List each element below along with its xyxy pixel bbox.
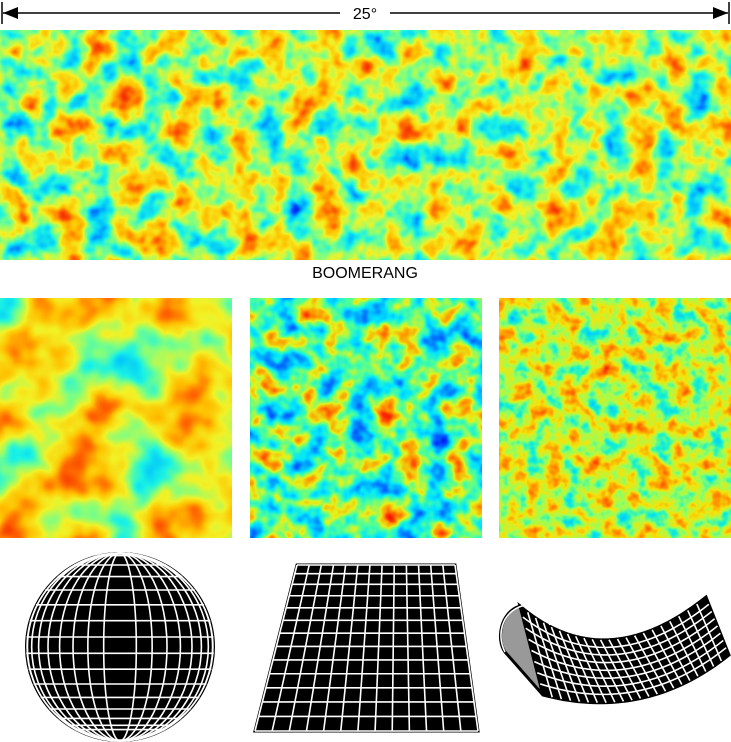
- cmb-map: [0, 298, 232, 538]
- plane-grid: [288, 564, 323, 732]
- saddle-grid: [542, 622, 572, 701]
- sphere-rim: [26, 553, 214, 741]
- saddle-grid: [687, 610, 715, 667]
- plane-grid: [254, 564, 298, 732]
- plane-grid: [454, 564, 479, 732]
- plane-grid: [357, 564, 371, 732]
- plane-grid: [322, 564, 347, 732]
- saddle-grid: [625, 637, 658, 695]
- plane-grid: [374, 564, 383, 732]
- plane-grid: [417, 564, 428, 732]
- flat-plane: [253, 563, 480, 733]
- plane-grid: [271, 564, 310, 732]
- saddle-grid: [558, 630, 590, 703]
- saddle-grid: [608, 639, 642, 699]
- cmb-map: [0, 30, 731, 260]
- map-label: BOOMERANG: [312, 265, 418, 282]
- sphere-grid: [102, 552, 138, 742]
- cmb-map: [250, 298, 482, 538]
- saddle-grid: [696, 603, 723, 662]
- saddle-grid: [669, 621, 699, 677]
- saddle-rim: [500, 605, 551, 653]
- saddle-grid: [633, 635, 667, 692]
- plane-grid: [442, 564, 462, 732]
- scale-label: 25°: [353, 6, 377, 23]
- saddle-grid: [660, 625, 691, 681]
- saddle-grid: [651, 629, 683, 685]
- plane-grid: [305, 564, 335, 732]
- saddle-grid: [526, 612, 554, 698]
- saddle-grid: [550, 626, 581, 702]
- geometry-shapes: [25, 552, 731, 742]
- saddle-grid: [678, 615, 707, 672]
- plane-grid: [405, 564, 411, 732]
- saddle-grid: [566, 633, 599, 704]
- saddle-grid: [599, 639, 633, 701]
- saddle-grid: [591, 638, 625, 702]
- plane-grid: [339, 564, 359, 732]
- saddle-grid: [616, 638, 650, 697]
- saddle-grid: [583, 637, 616, 703]
- plane-grid: [429, 564, 445, 732]
- cmb-map: [499, 298, 731, 538]
- saddle-grid: [574, 635, 607, 703]
- saddle-grid: [534, 617, 563, 700]
- plane-grid: [391, 564, 396, 732]
- saddle-grid: [642, 632, 675, 689]
